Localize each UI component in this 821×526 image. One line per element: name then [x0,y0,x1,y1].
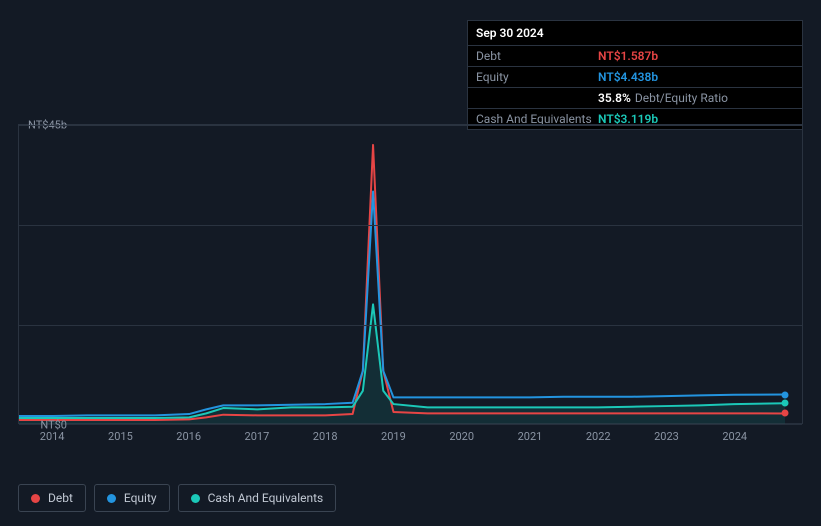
chart-tooltip: Sep 30 2024 DebtNT$1.587bEquityNT$4.438b… [467,20,803,130]
chart-lines [19,125,802,424]
x-axis-label: 2019 [381,430,406,443]
tooltip-value: NT$4.438b [598,70,658,84]
x-axis-label: 2023 [654,430,679,443]
gridline [19,125,802,126]
series-end-dot [781,400,788,407]
x-axis-label: 2018 [313,430,338,443]
legend-swatch [31,494,40,503]
gridline [19,325,802,326]
x-axis-label: 2022 [586,430,611,443]
legend-label: Cash And Equivalents [208,491,324,505]
plot-area: NT$0NT$45b [18,124,803,424]
legend-item[interactable]: Cash And Equivalents [178,484,337,512]
gridline [19,225,802,226]
x-axis-label: 2016 [176,430,201,443]
legend-swatch [107,494,116,503]
legend-item[interactable]: Debt [18,484,86,512]
tooltip-label [476,91,598,105]
x-axis-label: 2014 [40,430,65,443]
chart-area: NT$0NT$45b 20142015201620172018201920202… [18,124,803,452]
tooltip-row: 35.8%Debt/Equity Ratio [468,88,802,109]
x-axis: 2014 2015 2016 2017 2018 2019 2020 2021 2022 2023… [18,428,803,452]
tooltip-value: 35.8%Debt/Equity Ratio [598,91,728,105]
legend: Debt Equity Cash And Equivalents [18,484,336,512]
series-end-dot [781,410,788,417]
tooltip-row: DebtNT$1.587b [468,46,802,67]
tooltip-label: Debt [476,49,598,63]
x-axis-label: 2020 [449,430,474,443]
tooltip-value: NT$1.587b [598,49,658,63]
x-axis-label: 2015 [108,430,133,443]
x-axis-label: 2024 [722,430,747,443]
legend-label: Debt [48,491,73,505]
tooltip-label: Equity [476,70,598,84]
series-line [19,304,785,418]
tooltip-row: EquityNT$4.438b [468,67,802,88]
series-line [19,145,785,420]
series-end-dot [781,391,788,398]
tooltip-date: Sep 30 2024 [468,21,802,46]
legend-item[interactable]: Equity [94,484,170,512]
x-axis-label: 2021 [518,430,543,443]
x-axis-label: 2017 [245,430,270,443]
legend-label: Equity [124,491,157,505]
legend-swatch [191,494,200,503]
